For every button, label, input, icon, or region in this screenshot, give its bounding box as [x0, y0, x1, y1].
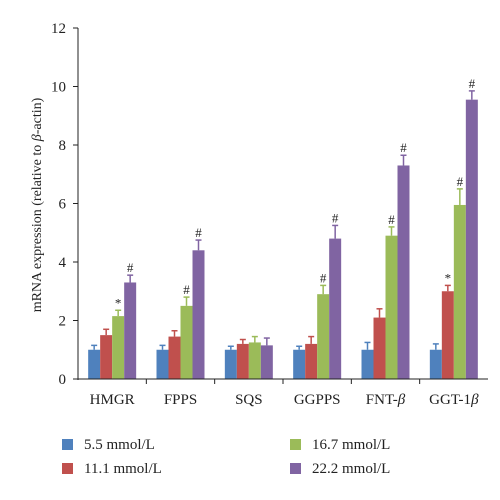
legend-swatch: [290, 463, 301, 474]
legend-swatch: [62, 439, 73, 450]
bar: [465, 99, 478, 379]
legend: 5.5 mmol/L 16.7 mmol/L 11.1 mmol/L 22.2 mmo…: [62, 437, 390, 477]
y-tick-label: 12: [51, 21, 66, 37]
bar: [248, 342, 261, 379]
bar: [100, 335, 113, 379]
bar: [293, 349, 306, 379]
significance-label: #: [320, 270, 327, 285]
significance-label: #: [400, 140, 407, 155]
bar: [397, 165, 410, 379]
bar: [156, 349, 169, 379]
legend-swatch: [290, 439, 301, 450]
bar: [385, 235, 398, 379]
y-tick-label: 6: [59, 197, 67, 213]
y-axis-label-suffix: -actin): [30, 97, 45, 134]
significance-label: #: [127, 260, 134, 275]
bar: [441, 291, 454, 379]
y-axis-label-prefix: mRNA expression (relative to: [30, 141, 45, 312]
y-tick-label: 8: [59, 138, 67, 154]
x-tick-label: SQS: [235, 392, 263, 408]
bar: [124, 282, 137, 379]
legend-entry: 22.2 mmol/L: [312, 461, 390, 477]
bar: [429, 349, 442, 379]
significance-label: #: [388, 212, 395, 227]
bar: [260, 345, 273, 379]
x-tick-label: HMGR: [90, 392, 135, 408]
bar: [329, 238, 342, 379]
x-tick-label: FNT-β: [366, 392, 406, 408]
bar: [180, 305, 193, 379]
bar: [317, 294, 330, 379]
significance-label: #: [469, 76, 476, 91]
bar: [224, 349, 237, 379]
legend-entry: 16.7 mmol/L: [312, 437, 390, 453]
y-axis-label-greek: β: [30, 134, 45, 142]
bar: [305, 343, 318, 379]
x-tick-label: GGT-1β: [429, 392, 479, 408]
bar: [88, 349, 101, 379]
bar: [112, 316, 125, 379]
bar: [373, 317, 386, 379]
significance-label: #: [457, 174, 464, 189]
y-axis-label: mRNA expression (relative to β-actin): [30, 97, 45, 312]
x-tick-label: GGPPS: [294, 392, 341, 408]
bar: [453, 204, 466, 379]
legend-swatch: [62, 463, 73, 474]
significance-label: *: [445, 270, 452, 285]
x-tick-label: FPPS: [164, 392, 197, 408]
bar: [168, 336, 181, 379]
significance-label: #: [183, 282, 190, 297]
significance-label: *: [115, 295, 122, 310]
plot-area: * # # # # # # # * # #: [88, 76, 478, 379]
bar: [236, 343, 249, 379]
y-tick-label: 4: [59, 255, 67, 271]
significance-label: #: [195, 225, 202, 240]
y-tick-label: 0: [59, 372, 67, 388]
significance-label: #: [332, 210, 339, 225]
y-tick-label: 2: [59, 314, 67, 330]
y-tick-label: 10: [51, 80, 66, 96]
bar: [361, 349, 374, 379]
bar: [192, 250, 205, 379]
legend-entry: 5.5 mmol/L: [84, 437, 155, 453]
legend-entry: 11.1 mmol/L: [84, 461, 162, 477]
